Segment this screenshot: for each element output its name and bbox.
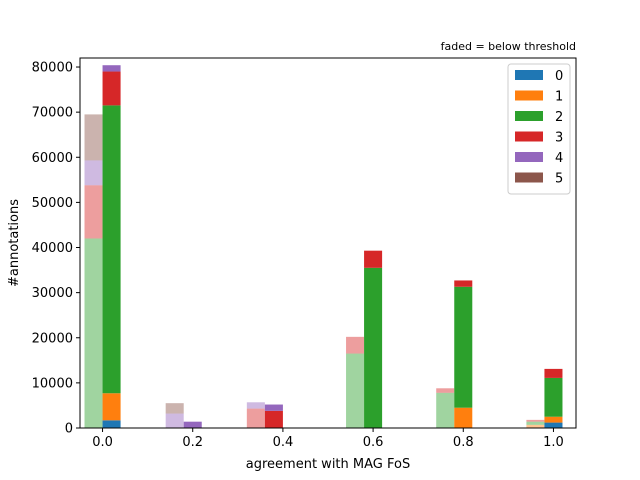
faded-bar-group0-series-5 xyxy=(84,114,103,161)
legend-swatch-5 xyxy=(515,172,543,183)
legend-label-4: 4 xyxy=(555,151,563,166)
solid-bar-group0-series-0 xyxy=(102,420,121,428)
faded-bar-group2-series-4 xyxy=(246,402,265,409)
solid-bar-group4-series-1 xyxy=(454,407,473,428)
solid-bar-group5-series-1 xyxy=(544,416,563,423)
y-tick-label: 70000 xyxy=(32,106,73,121)
legend: 0 1 2 3 4 5 xyxy=(507,63,571,195)
faded-bar-group4-series-3 xyxy=(436,388,455,393)
x-tick-label: 0.2 xyxy=(182,435,203,450)
x-tick-label: 0.6 xyxy=(363,435,384,450)
faded-bar-group1-series-4 xyxy=(165,413,184,428)
faded-bar-group0-series-3 xyxy=(84,185,103,239)
solid-bar-group5-series-0 xyxy=(544,422,563,428)
faded-bar-group5-series-3 xyxy=(526,419,545,422)
solid-bar-group0-series-3 xyxy=(102,71,121,106)
legend-swatch-3 xyxy=(515,131,543,142)
y-tick-label: 0 xyxy=(65,422,73,437)
x-tick-label: 1.0 xyxy=(543,435,564,450)
y-axis-ticks: 0 10000 20000 30000 40000 50000 60000 70000 8000… xyxy=(32,61,80,437)
x-tick-label: 0.0 xyxy=(92,435,113,450)
solid-bar-group5-series-2 xyxy=(544,377,563,417)
faded-bar-group5-series-1 xyxy=(526,424,545,428)
solid-bar-group2-series-3 xyxy=(264,410,283,428)
solid-bar-group4-series-2 xyxy=(454,286,473,408)
solid-bar-group3-series-2 xyxy=(364,267,383,428)
legend-swatch-2 xyxy=(515,111,543,121)
faded-bar-group1-series-5 xyxy=(165,403,184,414)
solid-bar-group5-series-3 xyxy=(544,368,563,378)
x-tick-label: 0.8 xyxy=(453,435,474,450)
faded-bar-group5-series-2 xyxy=(526,421,545,425)
y-tick-label: 40000 xyxy=(32,241,73,256)
legend-label-0: 0 xyxy=(555,69,563,84)
solid-bar-group1-series-4 xyxy=(183,421,202,428)
legend-label-3: 3 xyxy=(555,131,563,146)
faded-bar-group3-series-3 xyxy=(346,336,365,354)
x-tick-label: 0.4 xyxy=(273,435,294,450)
faded-bar-group0-series-4 xyxy=(84,160,103,186)
legend-label-5: 5 xyxy=(555,172,563,187)
x-axis-label: agreement with MAG FoS xyxy=(246,457,410,472)
legend-swatch-0 xyxy=(515,70,543,80)
y-axis-label: #annotations xyxy=(7,199,22,287)
legend-swatch-4 xyxy=(515,152,543,162)
faded-annotation: faded = below threshold xyxy=(441,40,576,53)
plot-frame xyxy=(79,57,577,429)
legend-label-1: 1 xyxy=(555,90,563,105)
y-tick-label: 50000 xyxy=(32,196,73,211)
legend-label-2: 2 xyxy=(555,110,563,125)
solid-bar-group3-series-3 xyxy=(364,250,383,268)
solid-bar-group0-series-4 xyxy=(102,65,121,72)
solid-bar-group0-series-2 xyxy=(102,105,121,394)
y-tick-label: 30000 xyxy=(32,286,73,301)
bars-layer xyxy=(84,65,563,428)
solid-bar-group0-series-1 xyxy=(102,393,121,421)
y-tick-label: 20000 xyxy=(32,331,73,346)
faded-bar-group2-series-3 xyxy=(246,408,265,428)
solid-bar-group2-series-4 xyxy=(264,404,283,411)
solid-bar-group4-series-3 xyxy=(454,280,473,287)
faded-bar-group0-series-2 xyxy=(84,238,103,428)
y-tick-label: 80000 xyxy=(32,61,73,76)
y-tick-label: 10000 xyxy=(32,376,73,391)
x-axis-ticks: 0.0 0.2 0.4 0.6 0.8 1.0 xyxy=(92,428,564,450)
faded-bar-group4-series-2 xyxy=(436,392,455,428)
legend-swatch-1 xyxy=(515,90,543,101)
faded-bar-group3-series-2 xyxy=(346,353,365,428)
y-tick-label: 60000 xyxy=(32,151,73,166)
